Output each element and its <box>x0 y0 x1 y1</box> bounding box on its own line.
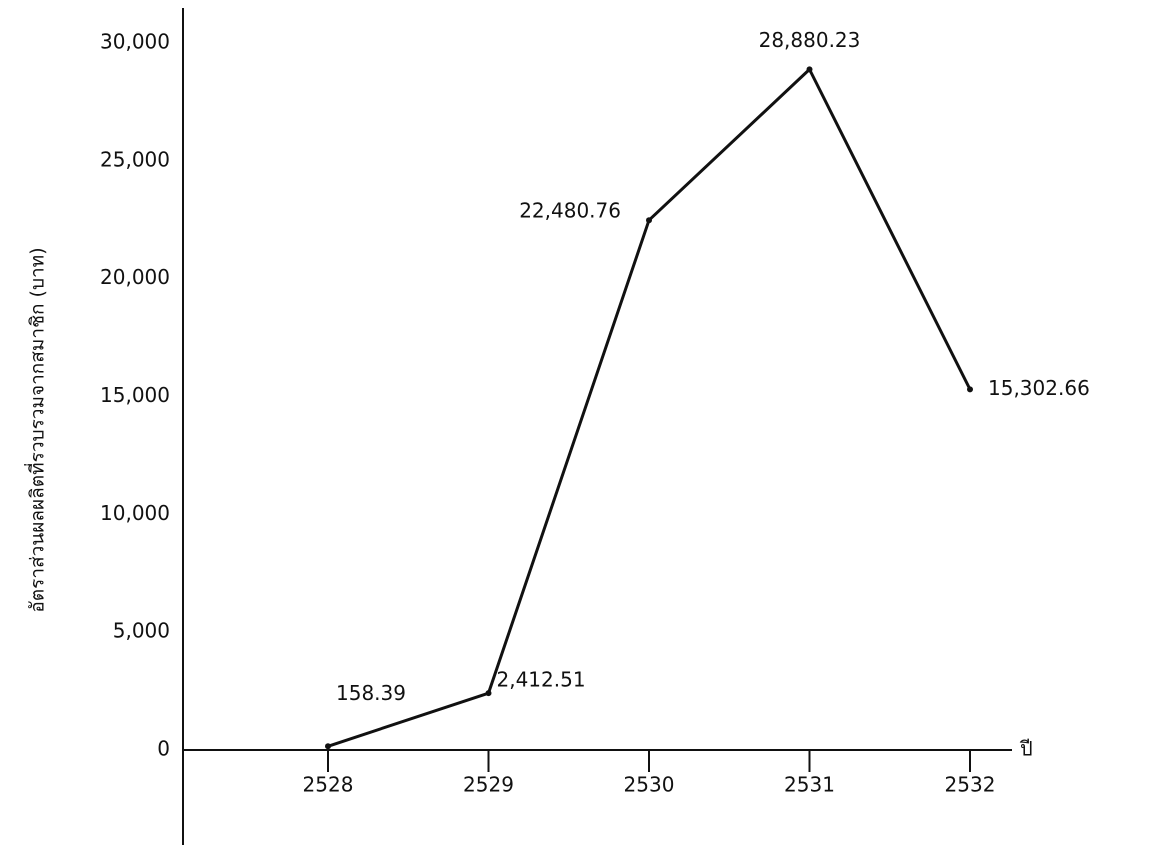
y-tick-label: 30,000 <box>100 30 170 54</box>
x-tick-label: 2530 <box>624 773 675 797</box>
x-axis-label: ปี <box>1020 737 1033 761</box>
x-tick-label: 2529 <box>463 773 514 797</box>
value-label: 2,412.51 <box>497 668 586 692</box>
point <box>646 217 652 224</box>
x-tick-label: 2532 <box>945 773 996 797</box>
y-tick-label: 5,000 <box>113 619 170 643</box>
value-label: 158.39 <box>336 681 406 705</box>
value-label: 22,480.76 <box>519 199 621 223</box>
y-tick-label: 10,000 <box>100 501 170 525</box>
x-tick-label: 2528 <box>303 773 354 797</box>
point <box>485 690 492 697</box>
value-label: 28,880.23 <box>759 28 861 52</box>
y-tick-label: 15,000 <box>100 383 170 407</box>
line <box>327 67 972 748</box>
x-tick-label: 2531 <box>784 773 835 797</box>
y-axis-label: อัตราส่วนผลผลิตที่รวบรวมจากสมาชิก (บาท) <box>24 247 49 612</box>
y-tick-label: 25,000 <box>100 147 170 171</box>
point <box>325 743 331 750</box>
point <box>806 66 813 73</box>
y-tick-label: 20,000 <box>100 265 170 289</box>
point <box>967 386 973 393</box>
y-tick-label: 0 <box>157 737 170 761</box>
value-label: 15,302.66 <box>988 376 1090 400</box>
